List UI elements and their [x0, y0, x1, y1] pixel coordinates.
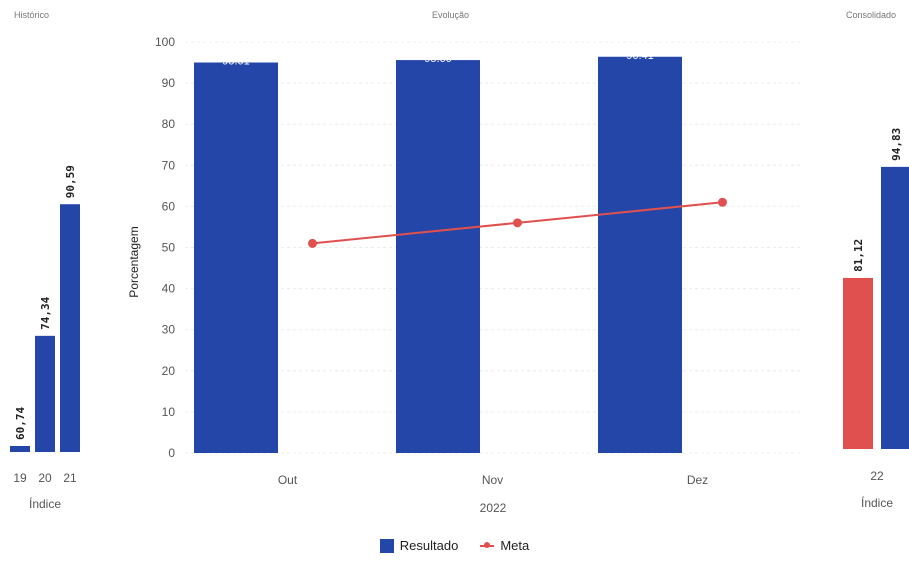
evolucao-data-label: 95.60	[424, 53, 452, 65]
consolidado-svg: 81,12 94,83 22 Índice	[843, 128, 909, 510]
evolucao-y-tick-label: 60	[162, 199, 176, 213]
consolidado-bar-resultado	[881, 166, 909, 449]
evolucao-y-tick-label: 30	[162, 323, 176, 337]
historico-title: Histórico	[14, 10, 50, 20]
evolucao-y-tick-label: 90	[162, 76, 176, 90]
evolucao-title: Evolução	[432, 10, 470, 20]
evolucao-y-tick-label: 70	[162, 158, 176, 172]
evolucao-xlabel: 2022	[480, 501, 507, 515]
evolucao-chart: Evolução 0 10 20 30 40 50 60 70 80 90 100 Porcentag…	[110, 0, 810, 563]
evolucao-x-tick-label: Out	[278, 473, 298, 487]
evolucao-point-meta	[308, 238, 317, 248]
consolidado-data-label: 94,83	[890, 128, 903, 161]
evolucao-y-tick-label: 0	[168, 446, 175, 460]
historico-tick-label: 19	[13, 471, 27, 485]
legend-swatch-meta	[480, 541, 495, 548]
consolidado-xlabel: Índice	[861, 495, 893, 510]
evolucao-bar-resultado	[396, 60, 480, 454]
legend-label-meta: Meta	[500, 538, 530, 553]
evolucao-y-tick-label: 80	[162, 117, 176, 131]
consolidado-bar-meta	[843, 277, 873, 449]
historico-tick-label: 20	[38, 471, 52, 485]
evolucao-bar-resultado	[194, 62, 278, 453]
legend-label-resultado: Resultado	[399, 538, 459, 553]
evolucao-svg: 0 10 20 30 40 50 60 70 80 90 100 Porcentagem 95.01 Ou…	[127, 35, 800, 515]
legend-item-resultado[interactable]: Resultado	[379, 538, 459, 553]
evolucao-data-label: 96.41	[626, 50, 654, 62]
consolidado-title: Consolidado	[846, 10, 897, 20]
evolucao-y-tick-label: 20	[162, 364, 176, 378]
evolucao-bar-resultado	[598, 56, 682, 453]
evolucao-x-tick-label: Nov	[482, 473, 503, 487]
evolucao-y-tick-label: 40	[162, 282, 176, 296]
consolidado-data-label: 81,12	[852, 239, 865, 272]
historico-bar	[60, 204, 80, 452]
historico-data-label: 90,59	[64, 165, 77, 198]
evolucao-y-tick-label: 10	[162, 405, 176, 419]
evolucao-point-meta	[718, 197, 727, 207]
legend: Resultado Meta	[0, 538, 909, 553]
historico-xlabel: Índice	[29, 496, 61, 511]
evolucao-point-meta	[513, 218, 522, 228]
evolucao-y-tick-label: 100	[155, 35, 175, 49]
evolucao-data-label: 95.01	[222, 56, 250, 68]
historico-bar	[35, 335, 55, 452]
historico-chart: Histórico 60,74 19 74,34 20 90,59 21 Índice	[0, 0, 100, 563]
historico-bar	[10, 446, 30, 452]
evolucao-ylabel: Porcentagem	[127, 226, 141, 297]
evolucao-x-tick-label: Dez	[687, 473, 708, 487]
legend-item-meta[interactable]: Meta	[480, 538, 529, 553]
consolidado-tick-label: 22	[870, 469, 884, 483]
consolidado-chart: Consolidado 81,12 94,83 22 Índice	[818, 0, 909, 563]
historico-data-label: 60,74	[14, 407, 27, 440]
evolucao-y-tick-label: 50	[162, 241, 176, 255]
historico-data-label: 74,34	[39, 296, 52, 329]
historico-tick-label: 21	[63, 471, 77, 485]
legend-swatch-resultado	[379, 538, 394, 553]
